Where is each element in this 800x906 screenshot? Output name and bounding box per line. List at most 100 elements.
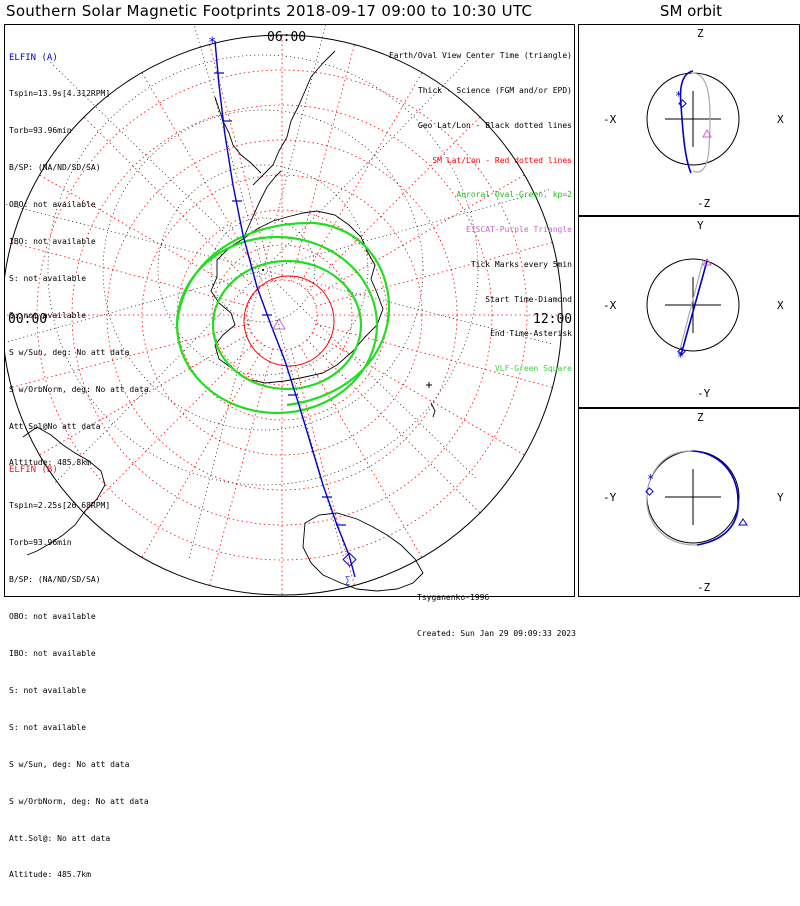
orbit-trace-gray [690, 72, 711, 173]
elfin-a-info: ELFIN (A) Tspin=13.9s[4.312RPM] Torb=93.… [9, 27, 149, 494]
antarctic-peninsula [242, 170, 282, 240]
elfin-a-line: Att.Sol@No att data [9, 421, 101, 431]
elfin-b-line: IBO: not available [9, 649, 96, 659]
legend-item: SM Lat/Lon - Red dotted lines [432, 155, 572, 165]
model-name: Tsyganenko-1996 [417, 593, 490, 602]
legend-item: EISCAT-Purple Triangle [466, 225, 572, 235]
legend-item: End Time-Asterisk [490, 329, 572, 339]
credit: Tsyganenko-1996 Created: Sun Jan 29 09:0… [417, 568, 576, 664]
elfin-a-line: Tspin=13.9s[4.312RPM] [9, 89, 111, 99]
axis-label-bottom: -Y [697, 387, 711, 400]
axis-label-bottom: -Z [697, 197, 711, 210]
elfin-a-line: S: not available [9, 310, 87, 320]
elfin-a-line: Torb=93.96min [9, 126, 72, 136]
orbit-eiscat-triangle [738, 518, 748, 526]
orbit-trace-gray [678, 260, 704, 354]
elfin-b-line: Altitude: 485.7km [9, 870, 91, 880]
orbit-end-asterisk: * [647, 472, 654, 486]
elfin-b-line: S w/Sun, deg: No att data [9, 759, 130, 769]
orbit-panel-yz: Z -Z -Y Y * [578, 408, 800, 597]
axis-label-bottom: -Z [697, 581, 711, 594]
legend-item: Geo Lat/Lon - Black dotted lines [417, 120, 572, 130]
elfin-b-name: ELFIN (B) [9, 464, 58, 475]
elfin-a-line: S w/OrbNorm, deg: No att data [9, 384, 149, 394]
geo-grid [47, 54, 479, 486]
axis-label-right: X [777, 113, 784, 126]
elfin-b-start-label: ∑ [345, 576, 350, 586]
elfin-a-track [214, 40, 356, 578]
orbit-end-asterisk: * [677, 350, 684, 364]
mlt-label-top: 06:00 [267, 30, 306, 45]
orbit-end-asterisk: * [675, 89, 682, 103]
orbit-panel-xz: Z -Z -X X * [578, 24, 800, 216]
legend-item: Tick Marks every 5min [470, 259, 572, 269]
elfin-a-line: S w/Sun, deg: No att data [9, 347, 130, 357]
elfin-b-line: S: not available [9, 685, 87, 695]
auroral-oval-outer [175, 235, 379, 415]
track-tick-marks [214, 72, 346, 526]
orbit-yz-plot: Z -Z -Y Y * [603, 411, 784, 594]
coastlines [22, 50, 436, 592]
elfin-a-line: S: not available [9, 273, 87, 283]
elfin-a-line: Altitude: 485.8km [9, 458, 91, 468]
orbit-title: SM orbit [659, 2, 723, 20]
axis-label-right: X [777, 299, 784, 312]
elfin-b-info: ELFIN (B) Tspin=2.25s[26.68RPM] Torb=93.… [9, 439, 149, 906]
axis-label-right: Y [777, 491, 784, 504]
auroral-ovals [175, 221, 391, 415]
legend: Earth/Oval View Center Time (triangle) T… [389, 27, 572, 398]
mlt-label-right: 12:00 [533, 312, 572, 327]
elfin-b-line: Tspin=2.25s[26.68RPM] [9, 501, 111, 511]
elfin-b-line: B/SP: (NA/ND/SD/SA) [9, 575, 101, 585]
center-marker [426, 382, 432, 388]
axis-label-top: Z [697, 411, 704, 424]
orbit-start-diamond [677, 347, 686, 356]
orbit-trace [679, 70, 694, 174]
axis-label-left: -X [603, 113, 617, 126]
orbit-start-diamond [678, 99, 687, 108]
created-timestamp: Created: Sun Jan 29 09:09:33 2023 [417, 629, 576, 638]
orbit-eiscat-triangle [702, 258, 712, 266]
orbit-panel-xy: Y -Y -X X * [578, 216, 800, 408]
south-america-coast [214, 50, 336, 186]
eiscat-triangle [272, 318, 286, 330]
legend-item: Thick - Science (FGM and/or EPD) [417, 85, 572, 95]
elfin-b-line: S w/OrbNorm, deg: No att data [9, 796, 149, 806]
sm-pole-circle [243, 275, 335, 367]
mlt-label-left: 00:00 [8, 312, 47, 327]
elfin-b-line: Att.Sol@: No att data [9, 833, 111, 843]
elfin-a-line: OBO: not available [9, 200, 96, 210]
auroral-oval-arc [175, 221, 391, 407]
elfin-b-line: Torb=93.96min [9, 538, 72, 548]
footprint-map: * ∑ 06:00 00:00 12:00 [5, 25, 572, 596]
legend-item: Earth/Oval View Center Time (triangle) [388, 51, 572, 61]
new-zealand-coast [430, 402, 436, 418]
legend-item: VLF-Green Square [494, 364, 572, 374]
orbit-trace [680, 260, 708, 356]
africa-coast [22, 426, 106, 556]
axis-label-left: -Y [603, 491, 617, 504]
footprint-map-frame: * ∑ 06:00 00:00 12:00 ELFIN (A) Tspin=13… [4, 24, 576, 879]
axis-label-top: Z [697, 27, 704, 40]
elfin-a-name: ELFIN (A) [9, 52, 58, 63]
orbit-trace [692, 450, 739, 546]
orbit-xz-plot: Z -Z -X X * [603, 27, 784, 210]
legend-item: Auroral Oval-Green, kp=2 [456, 190, 572, 200]
axis-label-top: Y [697, 219, 704, 232]
legend-item: Start Time-Diamond [485, 294, 572, 304]
axis-label-left: -X [603, 299, 617, 312]
elfin-b-line: OBO: not available [9, 612, 96, 622]
auroral-oval-inner [211, 259, 363, 391]
antarctica-coast [210, 210, 384, 384]
orbit-start-diamond [645, 487, 654, 496]
elfin-a-line: B/SP: (NA/ND/SD/SA) [9, 163, 101, 173]
orbit-eiscat-triangle [702, 128, 712, 138]
start-time-diamond [342, 552, 357, 567]
australia-coast [302, 512, 424, 592]
sm-lon-lines [5, 35, 562, 595]
elfin-a-line: IBO: not available [9, 237, 96, 247]
end-time-asterisk: * [208, 35, 216, 51]
map-boundary [5, 34, 563, 596]
orbit-xy-plot: Y -Y -X X * [603, 219, 784, 400]
plot-title: Southern Solar Magnetic Footprints 2018-… [6, 2, 533, 20]
